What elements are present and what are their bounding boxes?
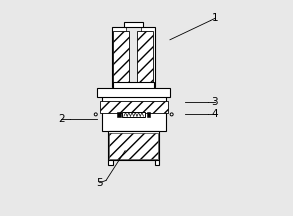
Bar [100, 101, 168, 113]
Text: 4: 4 [212, 109, 218, 119]
Bar [113, 27, 155, 87]
Text: 3: 3 [212, 97, 218, 107]
Text: 5: 5 [96, 178, 103, 188]
Bar [109, 133, 158, 159]
Bar [147, 112, 150, 116]
Bar [102, 95, 166, 132]
Bar [113, 83, 154, 97]
Bar [126, 27, 142, 83]
Bar [124, 22, 143, 27]
Bar [98, 88, 170, 97]
Bar [122, 112, 145, 117]
Bar [117, 112, 121, 116]
Text: 2: 2 [58, 114, 64, 124]
Bar [108, 132, 159, 160]
Bar [137, 31, 153, 83]
Circle shape [94, 113, 97, 116]
Circle shape [170, 113, 173, 116]
Bar [113, 31, 130, 83]
Bar [108, 160, 113, 165]
Text: 1: 1 [212, 13, 218, 24]
Bar [155, 160, 159, 165]
